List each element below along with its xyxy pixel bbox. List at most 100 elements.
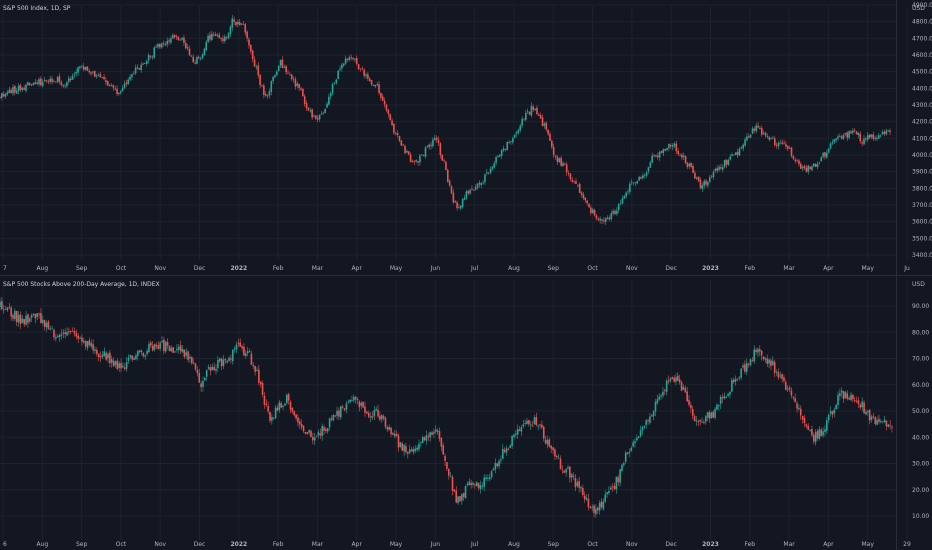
candle-down [422,154,425,157]
candle-up [339,65,341,72]
candle-up [682,152,685,161]
candle-down [354,395,357,404]
sp500-price-pane[interactable]: S&P 500 Index, 1D, SP USD 3400.00 3500.00… [0,0,932,272]
candle-down [391,118,393,127]
candle-up [321,423,323,441]
candle-up [671,143,674,151]
candle-up [1,92,3,101]
candle-up [616,207,618,217]
candle-down [868,134,871,140]
x-tick-label: Mar [312,265,324,272]
candle-up [414,445,417,454]
time-axis[interactable]: 7 Aug Sep Oct Nov Dec 2022 Feb Mar Apr May Jun Jul Au… [3,265,910,272]
candle-up [688,162,691,170]
candle-down [716,165,719,174]
candle-up [662,148,665,157]
candle-down [311,108,313,120]
candle-down [106,80,109,87]
candle-up [119,90,122,95]
candle-down [549,131,551,142]
candle-up [604,490,607,504]
breadth-pane[interactable]: S&P 500 Stocks Above 200-Day Average, 1D… [0,280,929,548]
candle-down [179,340,182,355]
price-axis[interactable]: 3400.00 3500.00 3600.00 3700.00 3800.00 3900.… [912,2,932,259]
candle-down [173,33,176,40]
candle-down [441,153,444,161]
candle-up [335,78,338,85]
candle-up [27,81,29,86]
candle-down [590,205,592,216]
x-tick-label: Jun [430,265,441,272]
candle-up [274,74,276,79]
candle-up [619,468,621,487]
candle-up [522,420,525,429]
candle-up [388,424,391,431]
candle-down [53,328,55,341]
candle-down [405,442,407,455]
candle-down [112,84,115,92]
candle-down [294,76,297,90]
candle-down [601,219,603,225]
y-tick-label: 3900.00 [912,169,932,176]
candle-up [56,75,59,84]
candle-up [419,153,421,166]
candle-up [118,360,120,372]
candle-up [25,311,27,326]
candle-down [583,491,586,503]
candle-up [610,485,612,490]
candle-up [505,445,508,456]
candle-down [554,155,557,160]
candle-down [238,18,241,26]
candle-up [207,364,210,371]
candle-up [818,161,821,165]
candle-up [4,92,7,99]
candle-down [667,375,670,385]
candle-down [587,494,590,511]
candle-down [155,44,157,48]
candle-up [348,55,351,62]
candle-up [516,424,519,439]
candle-up [695,176,698,181]
candle-up [512,136,514,145]
candle-up [51,325,53,330]
price-axis[interactable]: 10.00 20.00 30.00 40.00 50.00 60.00 70.00 80.00… [912,303,929,520]
candle-up [660,393,662,400]
candle-down [355,55,358,66]
currency-label: USD [912,5,925,12]
candle-down [799,405,802,420]
candle-down [470,479,472,489]
candle-down [397,433,400,452]
candle-up [185,348,188,360]
candle-down [386,425,389,433]
candle-up [519,123,522,133]
candle-up [740,146,743,150]
candle-down [73,327,76,337]
candle-down [151,340,154,352]
candle-down [14,84,16,96]
candle-up [649,160,652,168]
candle-down [436,428,439,435]
candle-up [122,362,124,368]
candle-up [623,461,625,468]
candle-up [354,58,356,63]
candle-up [490,469,493,480]
candle-down [300,86,302,91]
candle-up [459,204,462,211]
candle-down [198,55,200,60]
candle-down [220,36,222,42]
candle-down [426,144,429,148]
candle-down [220,357,223,371]
candle-down [310,429,312,438]
candle-down [684,385,687,393]
candle-down [574,474,577,492]
candle-down [569,466,571,483]
time-axis[interactable]: 6 Aug Sep Oct Nov Dec 2022 Feb Mar Apr May Jun Jul Au… [3,541,911,548]
candle-down [359,68,362,72]
candle-down [389,113,391,121]
x-tick-label: Dec [194,265,206,272]
candle-down [626,452,629,455]
candle-down [770,358,772,370]
candle-up [32,81,35,86]
candle-down [307,107,310,112]
